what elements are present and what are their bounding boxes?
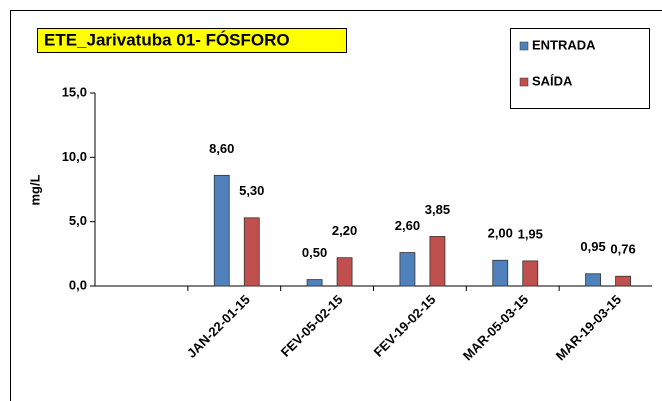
bar [306, 279, 323, 287]
bar [522, 260, 539, 287]
value-label: 0,76 [610, 242, 635, 257]
value-label: 0,95 [580, 239, 605, 254]
y-tick-label: 15,0 [62, 84, 87, 99]
x-tick-label: FEV-19-02-15 [371, 292, 439, 360]
legend-swatch [519, 77, 529, 87]
value-label: 2,00 [488, 226, 513, 241]
x-tick-label: MAR-05-03-15 [460, 292, 531, 363]
value-label: 2,60 [395, 218, 420, 233]
y-axis-label: mg/L [27, 174, 42, 205]
value-label: 2,20 [332, 223, 357, 238]
bar [336, 257, 353, 287]
value-label: 1,95 [518, 226, 543, 241]
y-tick-label: 0,0 [69, 277, 87, 292]
bar [615, 275, 631, 287]
legend-box [510, 28, 650, 109]
bar [243, 217, 260, 287]
value-label: 5,30 [239, 183, 264, 198]
x-tick-label: JAN-22-01-15 [184, 292, 253, 361]
bar [399, 252, 416, 287]
y-tick-label: 10,0 [62, 149, 87, 164]
x-tick-label: FEV-05-02-15 [278, 292, 346, 360]
legend-label: SAÍDA [532, 73, 573, 88]
chart-border [10, 10, 662, 401]
bar [429, 236, 446, 287]
bar [213, 174, 230, 287]
bar [585, 273, 601, 287]
value-label: 8,60 [209, 141, 234, 156]
bar [492, 259, 509, 287]
legend-label: ENTRADA [532, 37, 596, 52]
y-tick-label: 5,0 [69, 213, 87, 228]
value-label: 3,85 [425, 202, 450, 217]
value-label: 0,50 [302, 245, 327, 260]
title-box [37, 28, 347, 53]
legend-swatch [519, 41, 529, 51]
chart-title: ETE_Jarivatuba 01- FÓSFORO [44, 30, 290, 49]
x-tick-label: MAR-19-03-15 [553, 292, 624, 363]
